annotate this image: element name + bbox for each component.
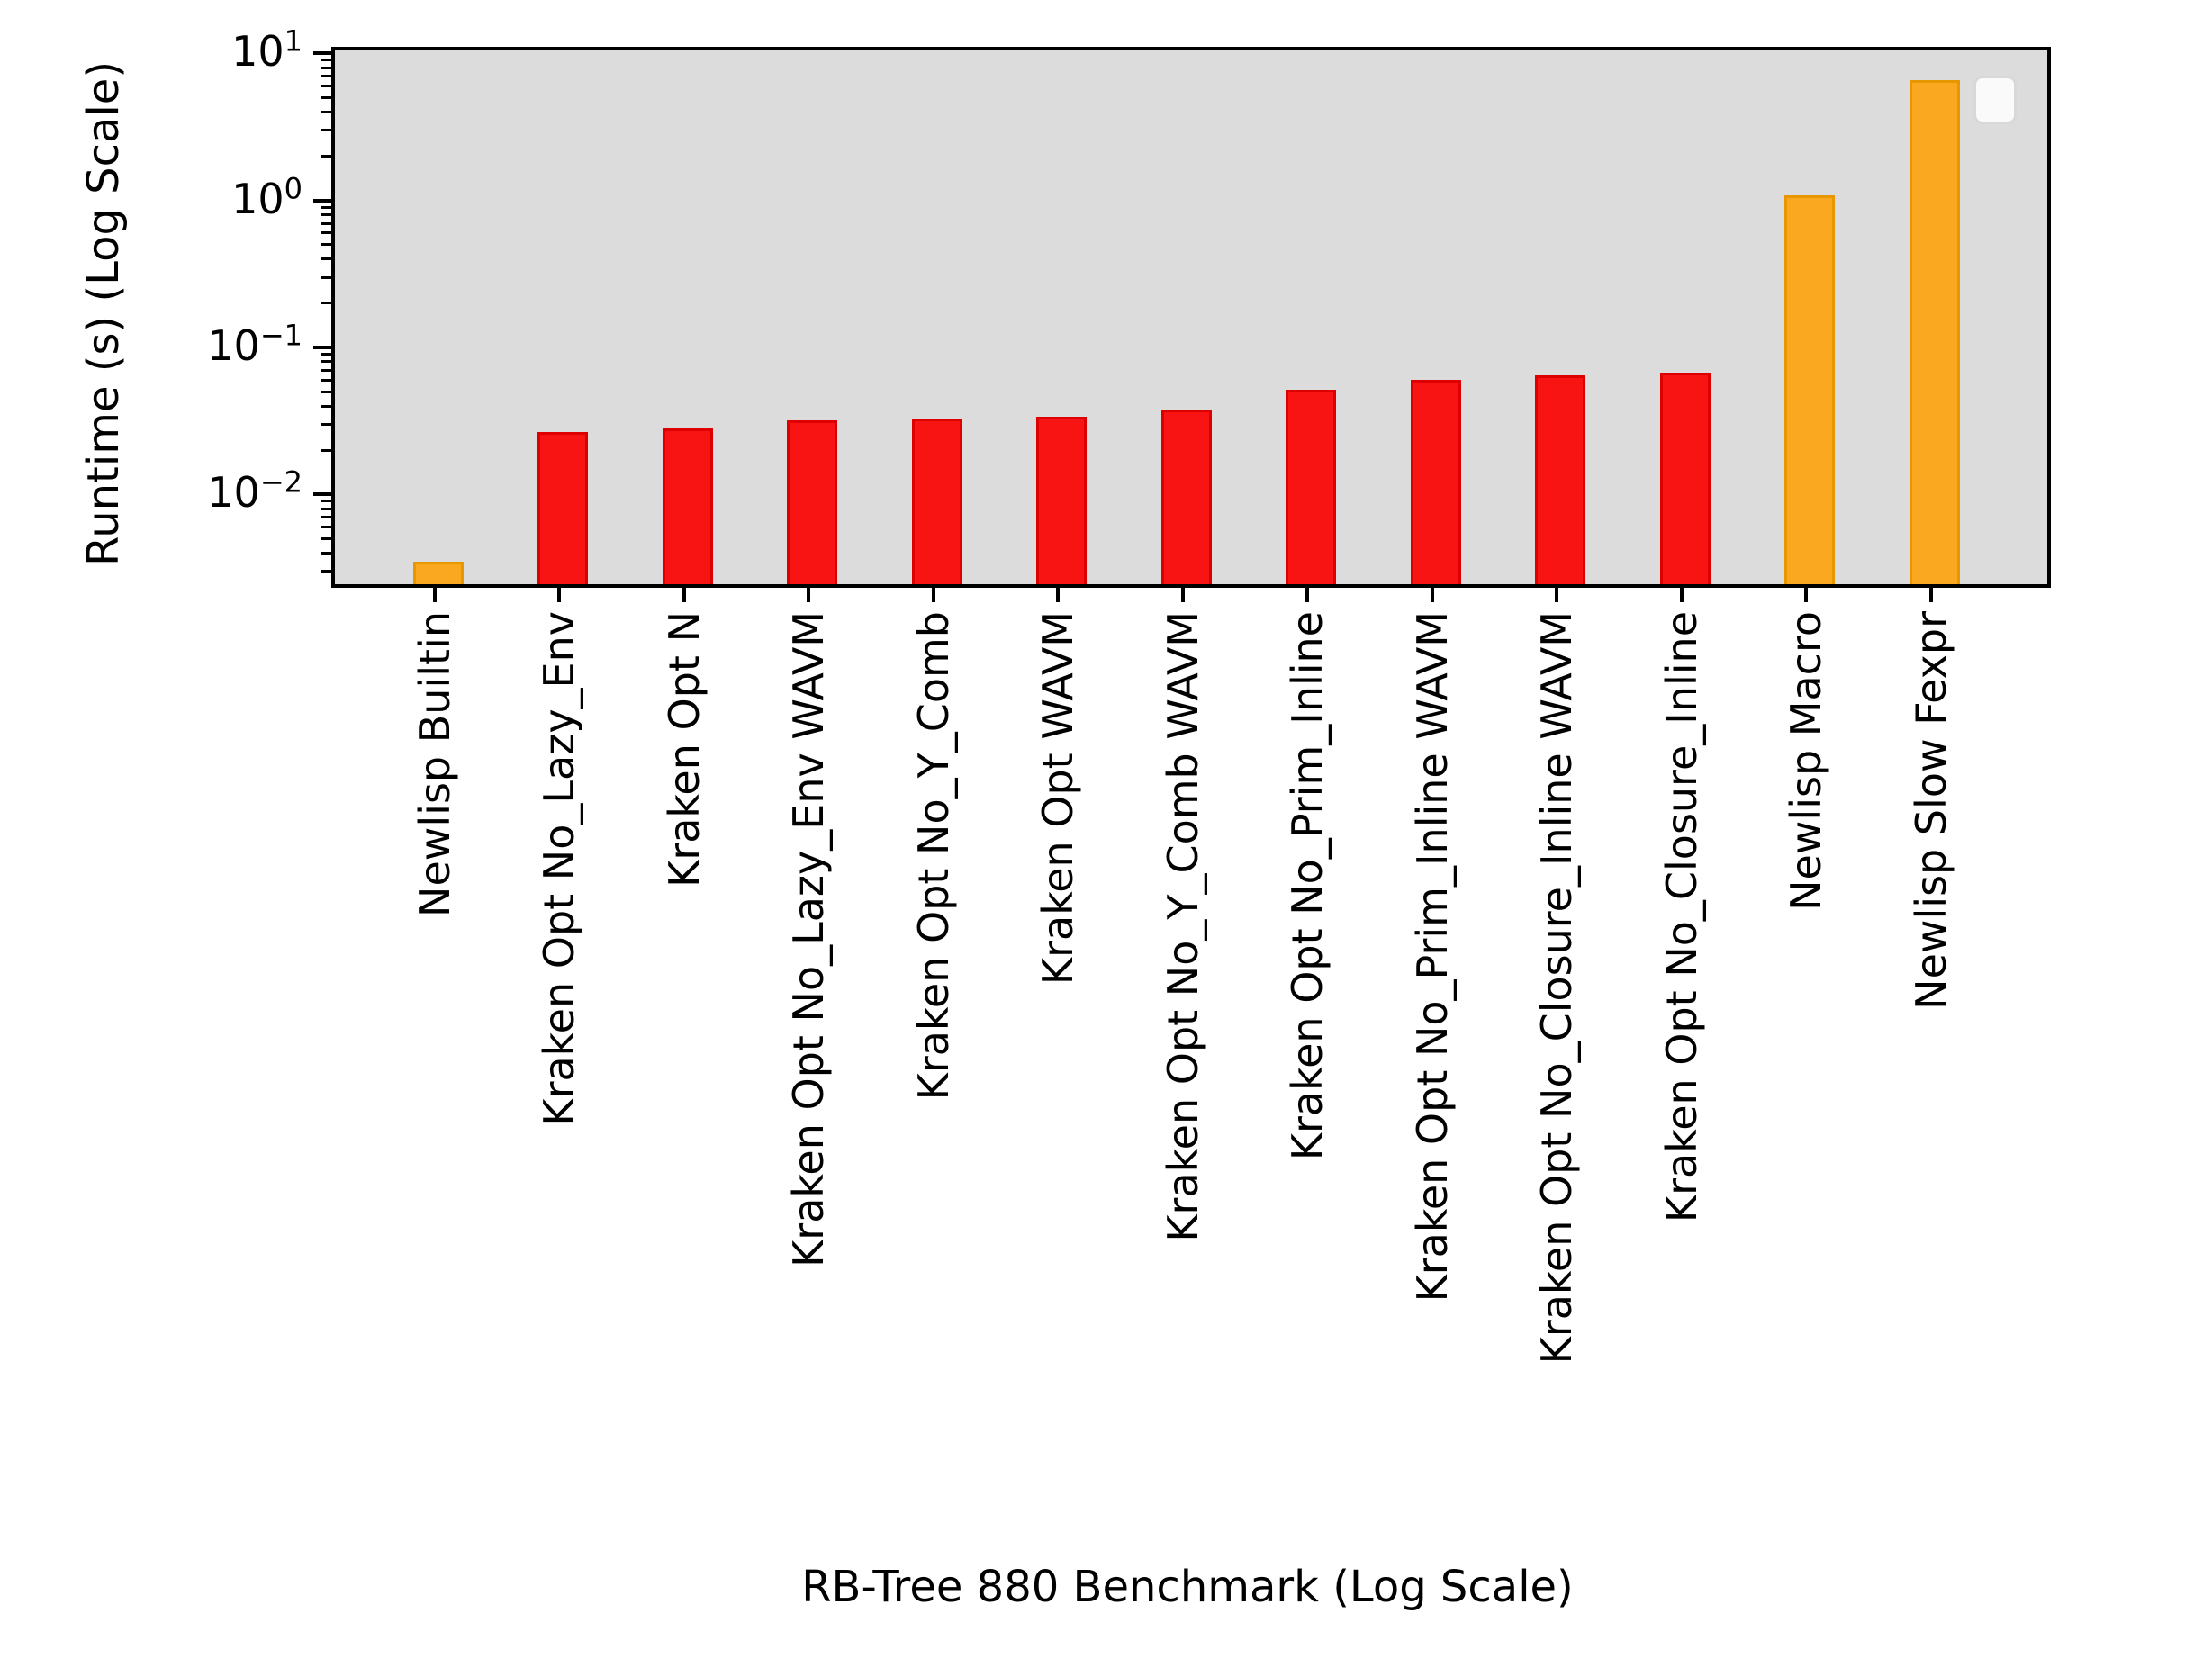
y-minor-tick (321, 368, 331, 372)
x-tick (1679, 584, 1684, 602)
x-tick-label: Kraken Opt No_Lazy_Env WAVM (784, 611, 833, 1267)
x-tick-label: Kraken Opt No_Y_Comb (908, 611, 958, 1101)
x-tick (432, 584, 437, 602)
x-tick (1180, 584, 1185, 602)
y-minor-tick (321, 526, 331, 529)
y-tick-label: 101 (231, 24, 302, 77)
y-minor-tick (321, 243, 331, 247)
y-minor-tick (321, 507, 331, 510)
bars-layer (335, 50, 2047, 584)
y-minor-tick (321, 257, 331, 261)
x-tick (931, 584, 935, 602)
y-minor-tick (321, 110, 331, 113)
y-major-tick (313, 346, 331, 350)
y-minor-tick (321, 353, 331, 356)
y-minor-tick (321, 66, 331, 69)
x-tick-label: Kraken Opt No_Lazy_Env (535, 611, 583, 1126)
y-minor-tick (321, 75, 331, 78)
x-tick-label: Kraken Opt No_Y_Comb WAVM (1158, 611, 1207, 1242)
y-tick-label: 10−1 (207, 318, 302, 371)
y-minor-tick (321, 85, 331, 88)
x-tick (1804, 584, 1808, 602)
bar-kraken-opt-no-lazy-env-wavm (787, 419, 837, 584)
x-tick-label: Kraken Opt No_Closure_Inline WAVM (1532, 611, 1581, 1365)
bar-kraken-opt-wavm (1036, 416, 1087, 584)
y-minor-tick (321, 551, 331, 555)
y-minor-tick (321, 516, 331, 519)
x-tick (682, 584, 686, 602)
bar-newlisp-macro (1784, 194, 1835, 584)
x-tick (1430, 584, 1434, 602)
y-minor-tick (321, 96, 331, 100)
bar-kraken-opt-no-y-comb-wavm (1160, 410, 1212, 584)
y-minor-tick (321, 205, 331, 209)
y-major-tick (313, 51, 331, 56)
legend-box (1973, 76, 2017, 124)
y-minor-tick (321, 221, 331, 225)
y-minor-tick (321, 360, 331, 364)
bar-kraken-opt-no-prim-inline (1286, 389, 1336, 584)
x-tick (1555, 584, 1558, 602)
x-tick-label: Kraken Opt No_Closure_Inline (1657, 611, 1706, 1223)
y-minor-tick (321, 537, 331, 541)
y-minor-tick (321, 231, 331, 235)
x-tick (1056, 584, 1060, 602)
bar-kraken-opt-no-y-comb (911, 418, 962, 584)
x-tick (807, 584, 810, 602)
y-minor-tick (321, 423, 331, 426)
y-tick-label: 100 (231, 171, 302, 223)
x-tick (1928, 584, 1933, 602)
y-minor-tick (321, 275, 331, 279)
x-axis-title: RB-Tree 880 Benchmark (Log Scale) (801, 1562, 1574, 1612)
x-tick-label: Kraken Opt No_Prim_Inline (1283, 611, 1332, 1161)
y-minor-tick (321, 390, 331, 393)
x-tick-label: Kraken Opt No_Prim_Inline WAVM (1407, 611, 1457, 1303)
x-tick-label: Kraken Opt WAVM (1034, 611, 1082, 986)
y-major-tick (313, 492, 331, 497)
y-minor-tick (321, 302, 331, 305)
y-minor-tick (321, 129, 331, 132)
y-minor-tick (321, 448, 331, 452)
y-minor-tick (321, 570, 331, 573)
y-tick-label: 10−2 (207, 465, 302, 518)
y-minor-tick (321, 404, 331, 408)
x-tick-label: Kraken Opt N (659, 611, 709, 888)
bar-kraken-opt-no-prim-inline-wavm (1410, 379, 1461, 584)
bar-newlisp-slow-fexpr (1909, 79, 1960, 584)
x-tick-label: Newlisp Builtin (410, 611, 459, 917)
bar-newlisp-builtin (412, 561, 464, 584)
plot-area (331, 47, 2051, 588)
y-axis-title: Runtime (s) (Log Scale) (78, 60, 129, 567)
y-minor-tick (321, 155, 331, 158)
bar-kraken-opt-no-lazy-env (537, 432, 588, 584)
y-minor-tick (321, 378, 331, 382)
y-minor-tick (321, 213, 331, 217)
bar-kraken-opt-no-closure-inline-wavm (1535, 375, 1585, 584)
x-tick-label: Newlisp Macro (1782, 611, 1830, 911)
x-tick (1305, 584, 1309, 602)
y-minor-tick (321, 59, 331, 62)
bar-kraken-opt-n (662, 428, 713, 584)
x-tick (557, 584, 561, 602)
x-tick-label: Newlisp Slow Fexpr (1906, 611, 1955, 1010)
y-major-tick (313, 198, 331, 203)
bar-kraken-opt-no-closure-inline (1659, 373, 1711, 584)
y-minor-tick (321, 500, 331, 503)
